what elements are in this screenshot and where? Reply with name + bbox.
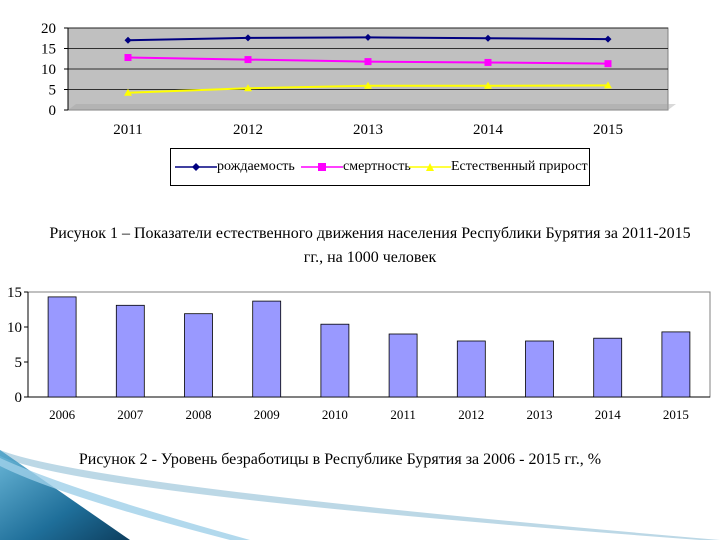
x-tick-label: 2009 — [254, 407, 280, 422]
y-tick-label: 15 — [7, 285, 22, 301]
x-tick-label: 2013 — [353, 122, 383, 138]
data-point — [124, 36, 132, 44]
data-point — [484, 34, 492, 42]
data-point — [364, 81, 372, 89]
data-point — [244, 84, 252, 92]
bar — [184, 313, 213, 398]
x-tick-label: 2012 — [233, 122, 263, 138]
plot-floor — [68, 104, 676, 110]
data-point — [604, 81, 612, 89]
bar — [525, 340, 554, 398]
bar — [456, 340, 486, 398]
data-point — [244, 34, 252, 42]
x-tick-label: 2008 — [186, 407, 212, 422]
y-tick-label: 10 — [41, 62, 56, 78]
x-tick-label: 2010 — [322, 407, 348, 422]
x-tick-label: 2015 — [593, 122, 623, 138]
bar-chart: 0 5 10 15 2006 2007 2008 2009 2010 2011 2012 2013 20… — [7, 285, 711, 422]
y-tick-label: 10 — [7, 320, 22, 336]
y-tick-label: 5 — [49, 83, 57, 99]
bar — [661, 331, 691, 398]
y-tick-label: 0 — [15, 390, 23, 406]
figure2-caption: Рисунок 2 - Уровень безработицы в Респуб… — [78, 451, 602, 468]
legend-diamond-icon — [175, 162, 217, 171]
x-tick-label: 2007 — [117, 407, 144, 422]
figure1-caption: Рисунок 1 – Показатели естественного дви… — [49, 225, 691, 266]
chart1-legend: рождаемость смертность Естественный прир… — [170, 148, 590, 186]
y-tick-label: 5 — [15, 355, 23, 371]
data-point — [604, 60, 612, 68]
x-tick-label: 2014 — [595, 407, 622, 422]
x-tick-label: 2006 — [49, 407, 76, 422]
legend-triangle-icon — [409, 162, 451, 171]
y-tick-label: 15 — [41, 42, 56, 58]
legend-label-deaths: смертность — [343, 159, 411, 174]
data-point — [364, 33, 372, 41]
x-tick-label: 2014 — [473, 122, 504, 138]
bar — [47, 296, 77, 398]
data-point — [244, 56, 252, 64]
data-point — [124, 54, 132, 62]
x-tick-label: 2011 — [390, 407, 416, 422]
bar — [252, 300, 282, 398]
legend-label-natural-growth: Естественный прирост — [451, 159, 588, 174]
data-point — [124, 88, 132, 96]
y-tick-label: 0 — [49, 103, 57, 119]
line-chart: 0 5 10 15 20 2011 2012 2013 2014 2015 — [41, 21, 676, 138]
data-point — [604, 35, 612, 43]
data-point — [364, 58, 372, 66]
bar — [115, 304, 145, 398]
y-tick-label: 20 — [41, 21, 56, 37]
x-tick-label: 2013 — [527, 407, 553, 422]
legend-item-births: рождаемость — [175, 159, 295, 175]
legend-label-births: рождаемость — [217, 159, 295, 174]
bar — [593, 337, 623, 398]
bar — [388, 333, 418, 398]
slide-decoration-swoosh — [0, 450, 720, 540]
bar — [320, 323, 350, 398]
x-tick-label: 2012 — [458, 407, 484, 422]
data-point — [484, 81, 492, 89]
legend-item-natural-growth: Естественный прирост — [409, 159, 588, 175]
data-point — [484, 58, 492, 66]
x-tick-label: 2011 — [113, 122, 142, 138]
legend-item-deaths: смертность — [301, 159, 411, 175]
legend-square-icon — [301, 162, 343, 171]
x-tick-label: 2015 — [663, 407, 689, 422]
